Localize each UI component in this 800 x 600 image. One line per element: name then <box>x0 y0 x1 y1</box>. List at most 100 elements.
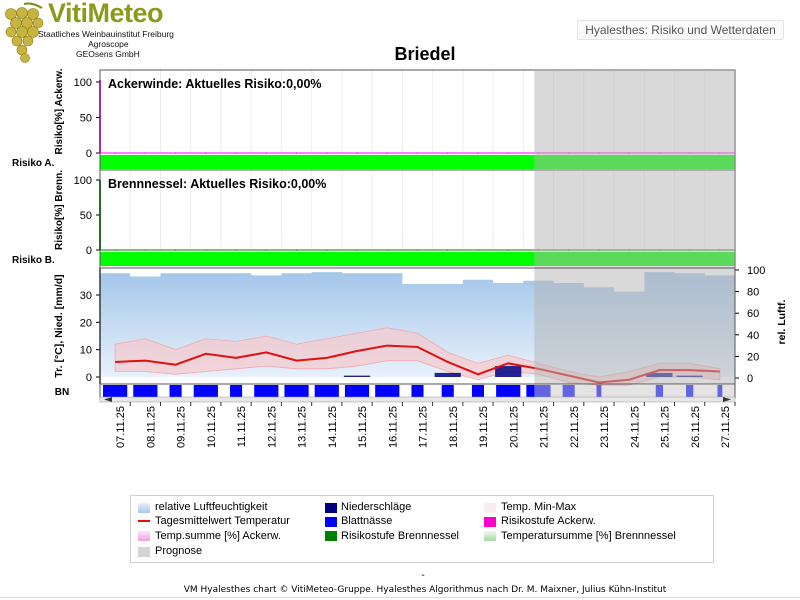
x-tick-label: 14.11.25 <box>327 406 339 448</box>
risk-level-cell <box>251 155 282 169</box>
risk-level-cell <box>311 252 343 266</box>
x-tick-label: 09.11.25 <box>176 406 188 448</box>
y-tick-label: 100 <box>74 77 92 89</box>
x-tick-label: 10.11.25 <box>206 406 218 448</box>
legend-item: Tagesmittelwert Temperatur <box>155 515 290 527</box>
risk-level-cell <box>462 252 494 266</box>
leaf-wetness-bar <box>344 385 370 397</box>
prognose-swatch-icon <box>138 547 150 557</box>
risk-level-cell <box>402 252 434 266</box>
leaf-wetness-bar <box>230 385 243 397</box>
risk-level-cell <box>220 252 252 266</box>
risk-level-cell <box>100 252 131 266</box>
risk-point <box>144 152 147 154</box>
institute-line: GEOsens GmbH <box>76 49 140 59</box>
risk-level-cell <box>493 252 524 266</box>
legend: relative Luftfeuchtigkeit Niederschläge … <box>130 495 714 563</box>
risk-point <box>477 249 479 251</box>
risk-point <box>295 249 298 251</box>
footer-separator <box>0 597 800 598</box>
legend-item: Temperatursumme [%] Brennnessel <box>501 530 676 542</box>
institute-line: Staatliches Weinbauinstitut Freiburg <box>38 29 174 39</box>
y2-tick-label: 20 <box>747 351 759 363</box>
footer-dash: - <box>421 570 425 581</box>
risk-level-cell <box>311 155 343 169</box>
y2-tick-label: 100 <box>747 265 765 277</box>
risk-point <box>416 152 419 154</box>
brennnessel-risk-swatch-icon <box>325 531 337 541</box>
risk-point <box>174 152 177 154</box>
panel-title: Ackerwinde: Aktuelles Risiko:0,00% <box>108 77 322 91</box>
x-tick-label: 16.11.25 <box>387 406 399 448</box>
leaf-wetness-bar <box>375 385 400 397</box>
y-tick-label: 50 <box>80 210 92 222</box>
legend-item: Risikostufe Brennnessel <box>341 530 460 542</box>
date-scrollbar <box>99 396 736 403</box>
risk-level-cell <box>251 252 282 266</box>
leaf-wetness-bar <box>284 385 309 397</box>
x-tick-label: 12.11.25 <box>266 406 278 448</box>
y-tick-label: 10 <box>80 345 92 357</box>
risk-point <box>205 152 207 154</box>
x-tick-label: 18.11.25 <box>448 406 460 448</box>
y-tick-label: 0 <box>86 372 92 384</box>
y-tick-label: 30 <box>80 290 92 302</box>
risk-level-cell <box>160 252 192 266</box>
x-tick-label: 15.11.25 <box>357 406 369 448</box>
risk-level-cell <box>462 155 494 169</box>
risk-level-cell <box>130 155 161 169</box>
leaf-wetness-bar <box>193 385 218 397</box>
risk-point <box>235 249 237 251</box>
x-tick-label: 19.11.25 <box>478 406 490 448</box>
risk-point <box>507 249 510 251</box>
risk-point <box>325 152 328 154</box>
precipitation-bar <box>495 366 522 377</box>
leaf-wetness-bar <box>254 385 279 397</box>
prognose-overlay <box>534 385 735 397</box>
risk-level-cell <box>372 155 403 169</box>
risk-level-cell <box>190 155 222 169</box>
risk-point <box>265 152 268 154</box>
legend-item: Niederschläge <box>341 501 412 513</box>
leaf-wetness-bar <box>314 385 339 397</box>
scroll-right-icon <box>723 397 731 402</box>
x-tick-label: 27.11.25 <box>720 406 732 448</box>
risk-level-cell <box>432 155 464 169</box>
x-tick-label: 24.11.25 <box>629 406 641 448</box>
x-tick-label: 07.11.25 <box>115 406 127 448</box>
risk-level-cell <box>281 155 313 169</box>
leaf-wetness-swatch-icon <box>325 517 337 527</box>
risk-point <box>114 152 116 154</box>
risk-point <box>446 249 449 251</box>
risk-row-label: Risiko A. <box>12 158 55 169</box>
panel-title: Brennnessel: Aktuelles Risiko:0,00% <box>108 177 326 191</box>
x-tick-label: 25.11.25 <box>660 406 672 448</box>
x-tick-label: 26.11.25 <box>690 406 702 448</box>
y-tick-label: 100 <box>74 175 92 187</box>
x-tick-label: 11.11.25 <box>236 406 248 447</box>
risk-point <box>386 249 389 251</box>
legend-item: relative Luftfeuchtigkeit <box>155 501 268 513</box>
legend-item: Prognose <box>155 545 203 557</box>
legend-item: Blattnässe <box>341 515 393 527</box>
ackerwinde-tempsum-swatch-icon <box>138 531 150 541</box>
precipitation-swatch-icon <box>325 503 337 513</box>
prognose-overlay <box>534 70 735 384</box>
risk-level-cell <box>220 155 252 169</box>
leaf-wetness-bar <box>411 385 424 397</box>
humidity-swatch-icon <box>138 503 150 513</box>
risk-level-cell <box>341 155 373 169</box>
risk-point <box>356 249 358 251</box>
risk-point <box>446 152 449 154</box>
y-tick-label: 20 <box>80 317 92 329</box>
risk-level-cell <box>190 252 222 266</box>
risk-point <box>386 152 389 154</box>
risk-level-cell <box>100 155 131 169</box>
risk-level-cell <box>281 252 313 266</box>
y-axis-label: Tr. [°C], Nied. [mm/d] <box>53 274 65 377</box>
risk-point <box>416 249 419 251</box>
legend-item: Temp.summe [%] Ackerw. <box>155 530 281 542</box>
risk-level-cell <box>432 252 464 266</box>
leaf-wetness-bar <box>169 385 182 397</box>
ackerwinde-risk-swatch-icon <box>484 517 496 527</box>
